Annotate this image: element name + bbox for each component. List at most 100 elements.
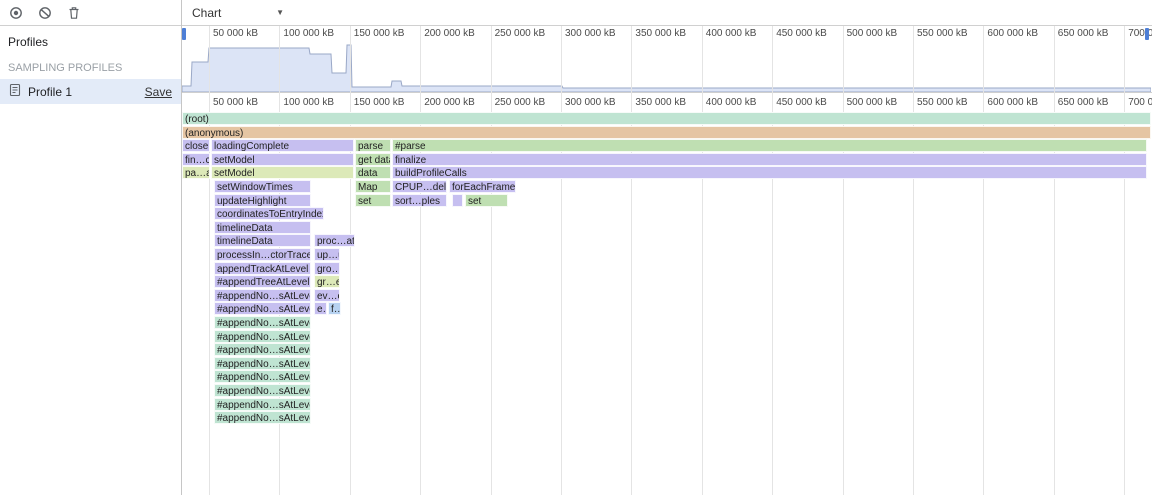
flame-frame[interactable]: #appendNo…sAtLevel: [214, 370, 311, 384]
ruler-label-top: 550 000 kB: [917, 28, 968, 39]
ruler-label-bottom: 550 000 kB: [917, 97, 968, 108]
timeline-area: 50 000 kB 50 000 kB 100 000 kB 100 000 kB 15…: [182, 26, 1152, 495]
flame-frame[interactable]: (root): [182, 112, 1151, 125]
flame-frame[interactable]: #appendNo…sAtLevel: [214, 343, 311, 357]
flame-frame[interactable]: #parse: [392, 139, 1147, 153]
flame-frame[interactable]: processIn…ctorTrace: [214, 248, 311, 261]
ruler-label-bottom: 300 000 kB: [565, 97, 616, 108]
save-profile-link[interactable]: Save: [144, 84, 172, 99]
ruler-label-top: 100 000 kB: [283, 28, 334, 39]
flame-frame[interactable]: timelineData: [214, 234, 311, 248]
sidebar-item-profile-1[interactable]: Profile 1 Save: [0, 79, 181, 104]
ruler-label-top: 450 000 kB: [776, 28, 827, 39]
flame-frame[interactable]: pa…at: [182, 166, 210, 180]
memory-overview[interactable]: [182, 40, 1152, 93]
flame-frame[interactable]: #appendNo…sAtLevel: [214, 356, 311, 370]
profiler-main-column: Chart ▼ 50 000 kB 50 000 kB 100 000 kB 100 …: [182, 0, 1152, 495]
flame-frame[interactable]: #appendNo…sAtLevel: [214, 288, 311, 302]
flame-frame[interactable]: set: [465, 193, 508, 207]
gridline: [701, 26, 703, 495]
flame-frame[interactable]: ev…ew: [314, 288, 340, 302]
gridline: [490, 26, 492, 495]
flame-frame[interactable]: setModel: [211, 166, 354, 180]
ruler-label-top: 200 000 kB: [424, 28, 475, 39]
delete-profile-button[interactable]: [61, 1, 87, 25]
gridline: [842, 26, 844, 495]
main-toolbar: Chart ▼: [182, 0, 1152, 26]
ruler-label-top: 350 000 kB: [635, 28, 686, 39]
gridline: [1124, 26, 1126, 495]
ruler-label-bottom: 50 000 kB: [213, 97, 259, 108]
left-range-handle[interactable]: [182, 28, 186, 40]
view-mode-value: Chart: [192, 5, 222, 20]
sidebar-toolbar: [0, 0, 181, 26]
flame-frame[interactable]: fin…ce: [182, 152, 210, 166]
profile-document-icon: [8, 83, 22, 100]
record-button[interactable]: [3, 1, 29, 25]
flame-frame[interactable]: coordinatesToEntryIndex: [214, 207, 324, 221]
gridline: [209, 26, 210, 495]
flame-frame[interactable]: #appendNo…sAtLevel: [214, 302, 311, 316]
flame-frame[interactable]: #appendNo…sAtLevel: [214, 316, 311, 329]
flame-frame[interactable]: f…: [328, 302, 341, 316]
gridline: [1053, 26, 1055, 495]
ruler-label-top: 250 000 kB: [494, 28, 546, 39]
ruler-label-bottom: 250 000 kB: [494, 97, 546, 108]
ruler-label-bottom: 700 000 kB: [1128, 97, 1152, 108]
flame-frame[interactable]: gro…ts: [314, 261, 340, 275]
gridline: [772, 26, 774, 495]
right-range-handle[interactable]: [1145, 28, 1149, 40]
flame-frame[interactable]: (anonymous): [182, 125, 1151, 139]
flame-frame[interactable]: setWindowTimes: [214, 180, 311, 193]
flame-frame[interactable]: finalize: [392, 152, 1147, 166]
gridline: [631, 26, 633, 495]
flame-frame[interactable]: #appendNo…sAtLevel: [214, 411, 311, 425]
flame-frame[interactable]: timelineData: [214, 220, 311, 234]
ruler-label-top: 150 000 kB: [353, 28, 405, 39]
ruler-label-bottom: 600 000 kB: [987, 97, 1038, 108]
flame-frame[interactable]: updateHighlight: [214, 193, 311, 207]
record-icon: [8, 5, 24, 21]
flame-frame[interactable]: proc…ata: [314, 234, 355, 248]
ruler-label-bottom: 100 000 kB: [283, 97, 334, 108]
profiles-sidebar: Profiles SAMPLING PROFILES Profile 1 Sav…: [0, 0, 182, 495]
flame-frame[interactable]: parse: [355, 139, 391, 153]
view-mode-select[interactable]: Chart ▼: [182, 6, 294, 20]
flame-frame[interactable]: #appendTreeAtLevel: [214, 275, 311, 289]
ruler-label-top: 400 000 kB: [705, 28, 757, 39]
gridline: [983, 26, 985, 495]
flame-frame[interactable]: e…: [314, 302, 327, 316]
flame-frame[interactable]: [452, 193, 463, 207]
flame-frame[interactable]: setModel: [211, 152, 354, 166]
flame-frame[interactable]: buildProfileCalls: [392, 166, 1147, 180]
flame-frame[interactable]: #appendNo…sAtLevel: [214, 397, 311, 411]
memory-overview-polygon: [182, 44, 1151, 92]
gridline: [420, 26, 422, 495]
chevron-down-icon: ▼: [276, 8, 284, 17]
flame-frame[interactable]: up…up: [314, 248, 340, 261]
flame-frame[interactable]: sort…ples: [392, 193, 447, 207]
flame-frame[interactable]: Map: [355, 180, 391, 193]
ruler-label-bottom: 450 000 kB: [776, 97, 827, 108]
ruler-label-bottom: 350 000 kB: [635, 97, 686, 108]
flame-frame[interactable]: loadingComplete: [211, 139, 354, 153]
ruler-label-bottom: 400 000 kB: [705, 97, 757, 108]
gridline: [349, 26, 351, 495]
flame-frame[interactable]: set: [355, 193, 391, 207]
gridline: [913, 26, 914, 495]
flame-frame[interactable]: appendTrackAtLevel: [214, 261, 311, 275]
flame-frame[interactable]: forEachFrame: [449, 180, 516, 193]
flame-frame[interactable]: #appendNo…sAtLevel: [214, 384, 311, 397]
flame-frame[interactable]: data: [355, 166, 391, 180]
clear-all-button[interactable]: [32, 1, 58, 25]
ruler-label-bottom: 150 000 kB: [353, 97, 405, 108]
flame-frame[interactable]: CPUP…del: [392, 180, 447, 193]
ruler-label-top: 650 000 kB: [1057, 28, 1109, 39]
flame-frame[interactable]: close: [182, 139, 210, 153]
ruler-label-bottom: 500 000 kB: [846, 97, 898, 108]
flame-frame[interactable]: #appendNo…sAtLevel: [214, 329, 311, 343]
flame-frame[interactable]: gr…ew: [314, 275, 340, 289]
flame-frame[interactable]: get data: [355, 152, 391, 166]
profiles-pane: Profiles SAMPLING PROFILES Profile 1 Sav…: [0, 26, 181, 104]
